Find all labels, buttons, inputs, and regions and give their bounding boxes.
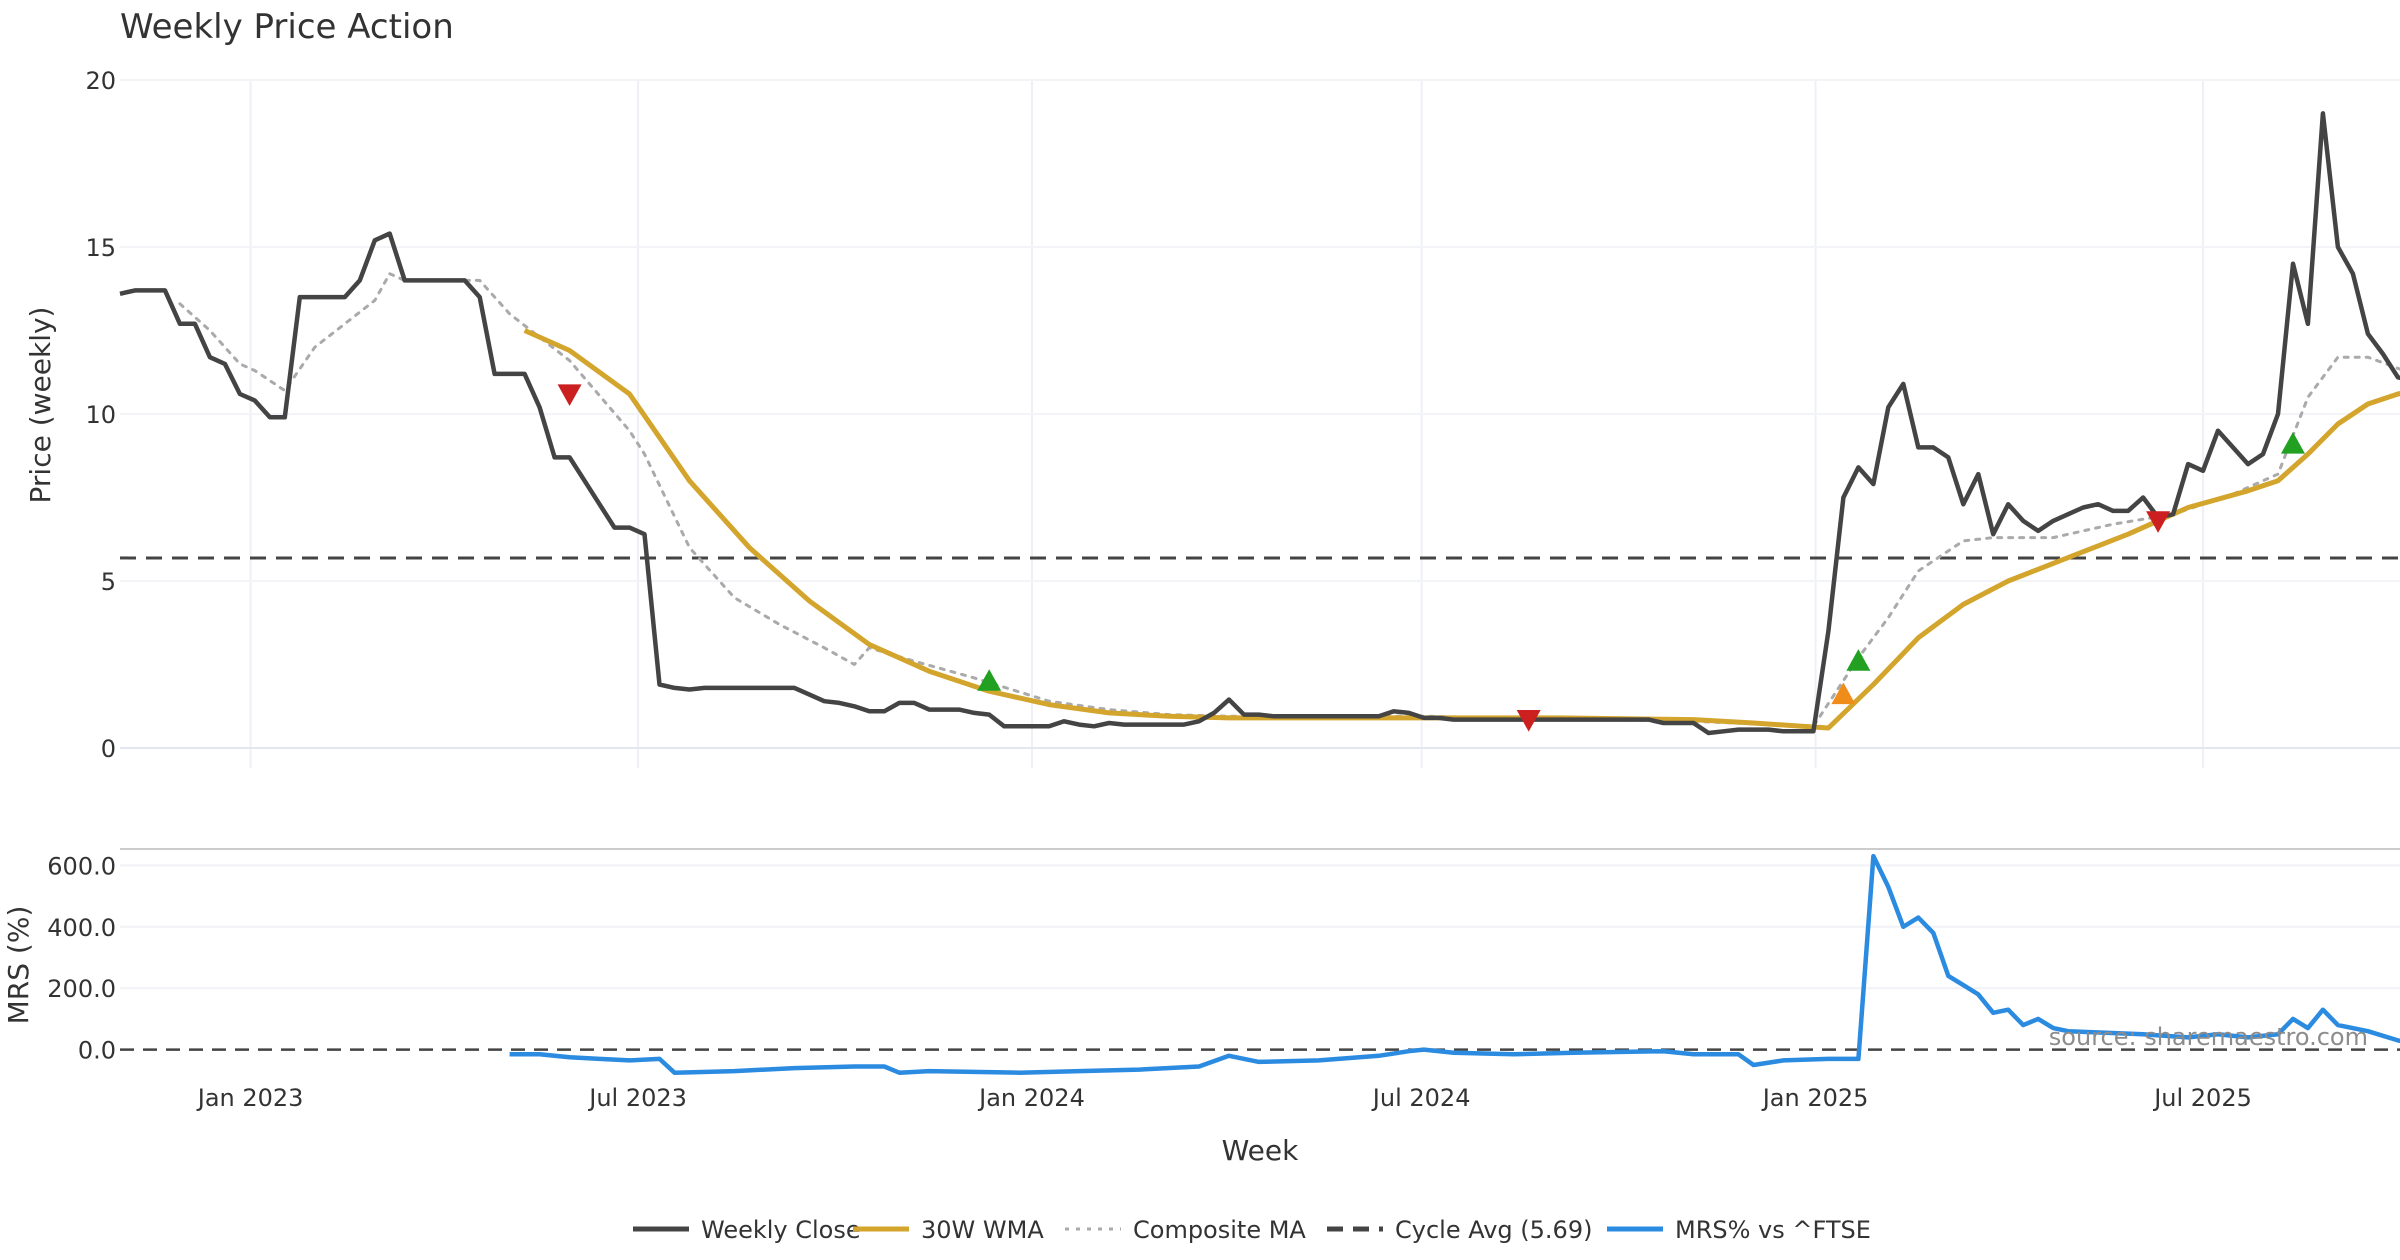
chart-title: Weekly Price Action [120,7,454,47]
x-tick-label: Jul 2025 [2152,1084,2252,1112]
marker-layer [557,384,2305,732]
30w-wma-line [523,328,2400,731]
price-y-tick-label: 10 [85,401,116,429]
mrs-y-tick-label: 200.0 [47,975,116,1003]
composite-ma-line [178,272,2400,728]
sell-signal-marker [557,384,582,406]
legend: Weekly Close 30W WMA Composite MA Cycle Avg… [633,1216,1871,1244]
legend-item: MRS% vs ^FTSE [1607,1216,1871,1244]
source-note: source: sharemaestro.com [2049,1023,2368,1051]
legend-item: Weekly Close [633,1216,861,1244]
buy-signal-marker [2280,432,2305,454]
x-tick-label: Jan 2023 [196,1084,304,1112]
price-y-tick-label: 0 [101,735,116,763]
x-tick-label: Jan 2024 [977,1084,1085,1112]
mrs-vs-ftse-line [509,853,2400,1075]
x-axis-label: Week [1222,1134,1299,1167]
mrs-y-tick-label: 600.0 [47,852,116,880]
legend-item: Cycle Avg (5.69) [1327,1216,1592,1244]
x-tick-label: Jul 2024 [1371,1084,1471,1112]
legend-label: Composite MA [1133,1216,1306,1244]
legend-item: Composite MA [1065,1216,1306,1244]
price-y-tick-label: 5 [101,568,116,596]
weekly-close-line [119,111,2400,736]
mrs-y-axis-label: MRS (%) [2,906,35,1025]
sell-signal-marker [1516,710,1541,732]
x-tick-label: Jan 2025 [1761,1084,1869,1112]
price-y-tick-label: 20 [85,67,116,95]
legend-label: Cycle Avg (5.69) [1395,1216,1592,1244]
mrs-y-tick-label: 400.0 [47,914,116,942]
buy-signal-marker [977,669,1002,691]
axis-layer: Jan 2023 Jul 2023 Jan 2024 Jul 2024 Jan 2025… [47,67,2252,1112]
price-y-tick-label: 15 [85,234,116,262]
sell-signal-marker [2146,511,2171,533]
buy-signal-marker [1846,649,1871,671]
legend-label: 30W WMA [921,1216,1044,1244]
mrs-y-tick-label: 0.0 [78,1037,116,1065]
legend-label: MRS% vs ^FTSE [1675,1216,1871,1244]
x-tick-label: Jul 2023 [587,1084,687,1112]
legend-item: 30W WMA [853,1216,1044,1244]
grid-layer [120,79,2400,990]
price-y-axis-label: Price (weekly) [24,307,57,504]
series-layer [119,111,2400,1075]
legend-label: Weekly Close [701,1216,861,1244]
buy-signal-marker [1831,682,1856,705]
